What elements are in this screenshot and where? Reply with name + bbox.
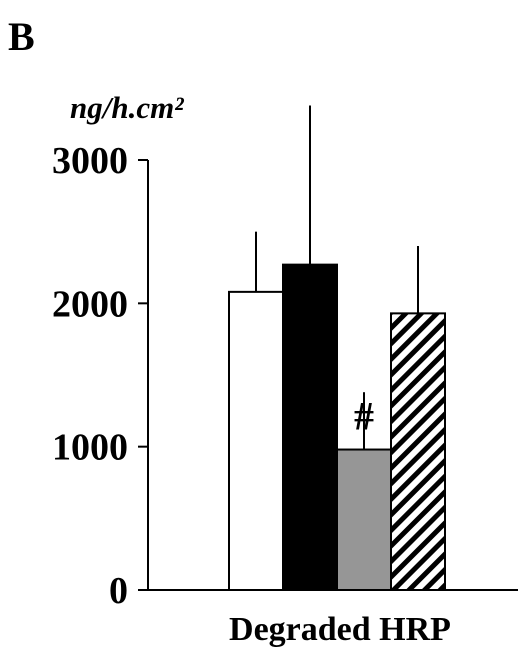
bar-group [228,231,284,591]
y-ticks: 0 1000 2000 3000 [52,140,148,612]
y-axis-label: ng/h.cm² [70,90,184,125]
y-tick-label: 1000 [52,427,128,469]
bar [228,290,284,591]
panel-label: B [8,14,35,59]
bar [390,312,446,591]
bar [336,448,392,591]
bar-group [390,246,446,591]
bar-group [282,105,338,591]
y-tick-label: 2000 [52,283,128,325]
y-tick-label: 3000 [52,140,128,182]
bar-group: # [336,392,392,591]
bars: # [228,105,446,591]
significance-marker: # [354,394,374,439]
bar [282,263,338,591]
y-tick-label: 0 [109,570,128,612]
x-category-label: Degraded HRP [229,611,451,648]
